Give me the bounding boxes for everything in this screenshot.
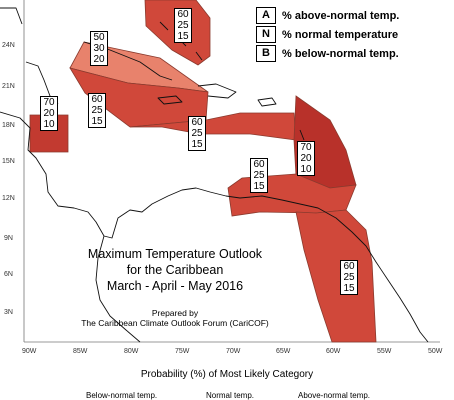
title-line: March - April - May 2016	[106, 279, 244, 293]
below-value: 10	[300, 164, 312, 175]
above-value: 60	[253, 159, 265, 170]
zone-label-abc-trinidad: 60 25 15	[250, 158, 268, 193]
normal-value: 30	[93, 43, 105, 54]
lat-tick: 24N	[2, 42, 15, 49]
legend-key: B	[256, 45, 276, 62]
above-value: 60	[91, 94, 103, 105]
category-above: Above-normal temp.	[298, 391, 371, 400]
credit-line: Prepared by	[151, 308, 199, 318]
zone-label-guianas: 60 25 15	[340, 260, 358, 295]
below-value: 15	[343, 283, 355, 294]
zone-guianas	[295, 209, 377, 343]
lat-tick: 21N	[2, 83, 15, 90]
above-value: 50	[93, 32, 105, 43]
legend-text: % above-normal temp.	[282, 9, 400, 22]
below-value: 10	[43, 119, 55, 130]
legend-row-above: A % above-normal temp.	[256, 6, 399, 25]
normal-value: 20	[43, 108, 55, 119]
above-value: 70	[43, 97, 55, 108]
legend-row-normal: N % normal temperature	[256, 25, 399, 44]
lon-tick: 75W	[175, 348, 190, 355]
lat-tick: 3N	[4, 309, 13, 316]
below-value: 20	[93, 54, 105, 65]
category-normal: Normal temp.	[206, 391, 255, 400]
zone-label-cuba: 50 30 20	[90, 31, 108, 66]
title-line: Maximum Temperature Outlook	[87, 247, 263, 261]
lat-tick: 15N	[2, 158, 15, 165]
lat-tick: 6N	[4, 271, 13, 278]
above-value: 60	[343, 261, 355, 272]
zone-label-bahamas: 60 25 15	[174, 8, 192, 43]
credit-line: The Caribbean Climate Outlook Forum (Car…	[81, 318, 269, 328]
lat-tick: 12N	[2, 195, 15, 202]
legend-row-below: B % below-normal temp.	[256, 44, 399, 63]
credit: Prepared by The Caribbean Climate Outloo…	[60, 308, 290, 328]
normal-value: 25	[177, 20, 189, 31]
legend-text: % normal temperature	[282, 28, 399, 41]
legend-key: A	[256, 7, 276, 24]
legend-key: N	[256, 26, 276, 43]
below-value: 15	[253, 181, 265, 192]
title-line: for the Caribbean	[126, 263, 224, 277]
lat-tick: 9N	[4, 235, 13, 242]
lon-tick: 70W	[226, 348, 241, 355]
lon-tick: 90W	[22, 348, 37, 355]
map-title: Maximum Temperature Outlook for the Cari…	[60, 246, 290, 294]
normal-value: 25	[191, 128, 203, 139]
lon-tick: 50W	[428, 348, 443, 355]
zone-label-hispaniola-pr: 60 25 15	[188, 116, 206, 151]
normal-value: 25	[253, 170, 265, 181]
zone-label-belize: 70 20 10	[40, 96, 58, 131]
probability-categories: Below-normal temp. Normal temp. Above-no…	[0, 391, 454, 400]
lon-axis: 90W 85W 80W 75W 70W 65W 60W 55W 50W	[22, 348, 443, 355]
coastlines	[0, 7, 429, 343]
above-value: 60	[191, 117, 203, 128]
legend-text: % below-normal temp.	[282, 47, 399, 60]
above-value: 60	[177, 9, 189, 20]
lat-tick: 18N	[2, 122, 15, 129]
legend: A % above-normal temp. N % normal temper…	[256, 6, 399, 63]
below-value: 15	[191, 139, 203, 150]
zone-label-cayman-jamaica: 60 25 15	[88, 93, 106, 128]
probability-title: Probability (%) of Most Likely Category	[140, 369, 314, 380]
category-below: Below-normal temp.	[86, 391, 158, 400]
lat-axis: 24N 21N 18N 15N 12N 9N 6N 3N	[2, 42, 15, 316]
normal-value: 25	[91, 105, 103, 116]
normal-value: 25	[343, 272, 355, 283]
normal-value: 20	[300, 153, 312, 164]
above-value: 70	[300, 142, 312, 153]
lon-tick: 80W	[124, 348, 139, 355]
below-value: 15	[91, 116, 103, 127]
lon-tick: 55W	[377, 348, 392, 355]
zone-label-leeward-windward: 70 20 10	[297, 141, 315, 176]
below-value: 15	[177, 31, 189, 42]
lon-tick: 60W	[326, 348, 341, 355]
lon-tick: 85W	[73, 348, 88, 355]
lon-tick: 65W	[276, 348, 291, 355]
